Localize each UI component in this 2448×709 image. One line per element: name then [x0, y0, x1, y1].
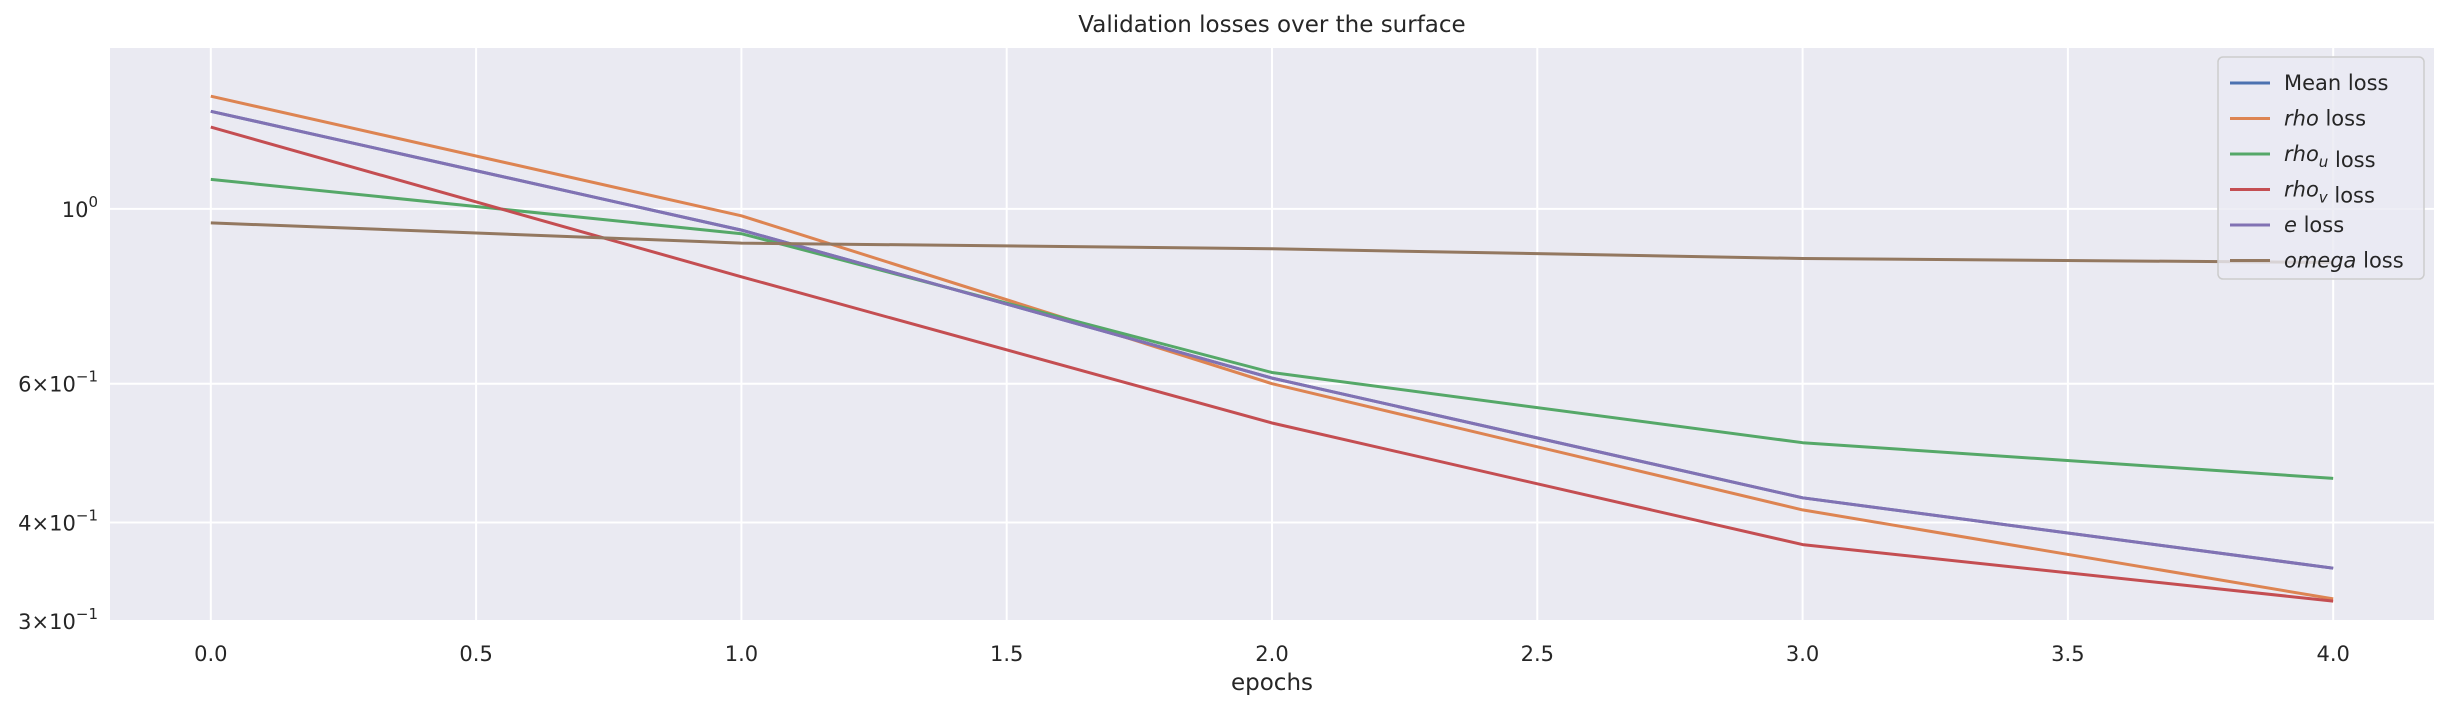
y-tick-label: 6×10−1 [18, 368, 98, 397]
y-tick-label: 100 [62, 193, 98, 222]
series-line-omega-loss [210, 221, 2334, 264]
x-tick-label: 0.0 [194, 642, 227, 666]
series-lines [210, 94, 2334, 603]
chart-title: Validation losses over the surface [1078, 12, 1465, 38]
x-tick-label: 2.0 [1255, 642, 1288, 666]
series-line-rho-u-loss [210, 177, 2334, 480]
legend-label: omega loss [2284, 249, 2404, 273]
x-tick-label: 3.0 [1786, 642, 1819, 666]
legend-label: e loss [2284, 213, 2344, 237]
x-tick-label: 1.0 [725, 642, 758, 666]
series-line-rho-loss [210, 94, 2334, 601]
legend-label: rhov loss [2284, 178, 2375, 208]
x-tick-label: 1.5 [990, 642, 1023, 666]
x-tick-label: 3.5 [2051, 642, 2084, 666]
legend-label: rhou loss [2284, 142, 2376, 172]
legend-label: rho loss [2284, 107, 2366, 131]
legend: Mean loss rho loss rhou loss rhov loss e los… [2217, 56, 2425, 280]
x-tick-labels: 0.0 0.5 1.0 1.5 2.0 2.5 3.0 3.5 4.0 [194, 642, 2350, 666]
legend-label: Mean loss [2284, 71, 2388, 95]
y-tick-label: 4×10−1 [18, 507, 98, 536]
x-tick-label: 4.0 [2316, 642, 2349, 666]
series-line-e-loss [210, 109, 2334, 570]
y-tick-labels: 100 6×10−1 4×10−1 3×10−1 [18, 193, 98, 634]
series-line-rho-v-loss [210, 125, 2334, 603]
y-tick-label: 3×10−1 [18, 605, 98, 634]
x-axis-label: epochs [1231, 670, 1313, 696]
x-tick-label: 2.5 [1521, 642, 1554, 666]
x-tick-label: 0.5 [459, 642, 492, 666]
